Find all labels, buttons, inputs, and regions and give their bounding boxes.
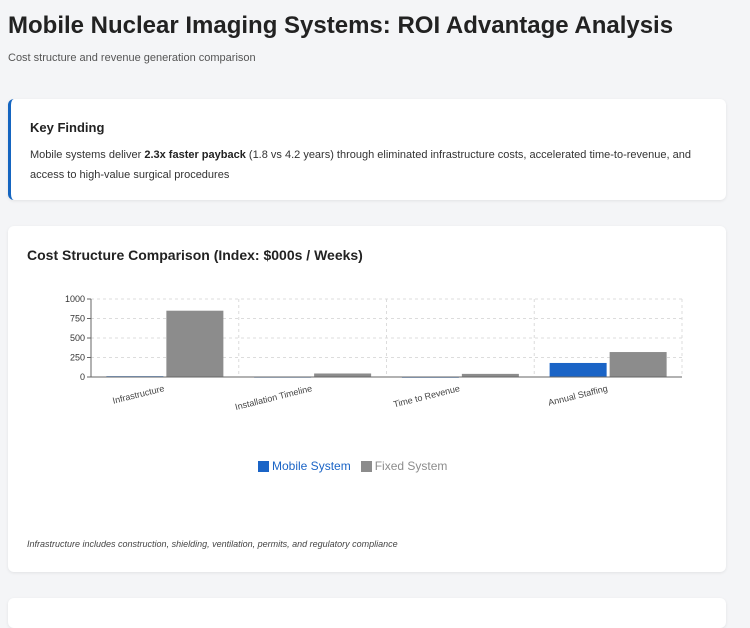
- page-title: Mobile Nuclear Imaging Systems: ROI Adva…: [8, 12, 674, 39]
- x-tick-label: Installation Timeline: [234, 383, 313, 412]
- bar-fixed: [609, 352, 667, 377]
- y-tick-label: 500: [70, 333, 85, 343]
- key-finding-highlight: 2.3x faster payback: [144, 149, 246, 161]
- legend-item-fixed[interactable]: Fixed System: [360, 459, 448, 473]
- key-finding-title: Key Finding: [30, 120, 105, 135]
- legend-label-fixed: Fixed System: [374, 459, 448, 473]
- bar-fixed: [314, 373, 372, 377]
- key-finding-text-before: Mobile systems deliver: [30, 149, 145, 161]
- page-subtitle: Cost structure and revenue generation co…: [8, 52, 256, 64]
- y-tick-label: 0: [80, 372, 85, 382]
- key-finding-text-after: (1.8 vs 4.2 years) through eliminated in…: [30, 149, 691, 181]
- bar-chart: 0 250 500 750 1000 Infrastructure Installation…: [65, 294, 683, 412]
- bar-mobile: [549, 362, 607, 377]
- x-tick-label: Time to Revenue: [392, 383, 461, 409]
- x-tick-label: Annual Staffing: [547, 383, 609, 407]
- legend-swatch-fixed: [360, 460, 372, 472]
- x-tick-label: Infrastructure: [111, 383, 165, 406]
- legend-item-mobile[interactable]: Mobile System: [258, 459, 351, 473]
- chart-legend: Mobile System Fixed System: [258, 459, 447, 473]
- legend-swatch-mobile: [258, 460, 269, 472]
- y-tick-label: 750: [70, 314, 85, 324]
- legend-label-mobile: Mobile System: [272, 459, 351, 473]
- chart-title: Cost Structure Comparison (Index: $000s …: [27, 247, 363, 263]
- chart-card: Cost Structure Comparison (Index: $000s …: [8, 226, 726, 572]
- y-tick-label: 1000: [65, 294, 85, 304]
- key-finding-card: Key Finding Mobile systems deliver 2.3x …: [8, 99, 726, 200]
- bar-fixed: [166, 310, 224, 377]
- y-tick-label: 250: [70, 353, 85, 363]
- chart-footnote: Infrastructure includes construction, sh…: [27, 539, 398, 549]
- next-section-card: [8, 598, 726, 628]
- bar-fixed: [461, 373, 519, 377]
- key-finding-text: Mobile systems deliver 2.3x faster payba…: [30, 145, 700, 185]
